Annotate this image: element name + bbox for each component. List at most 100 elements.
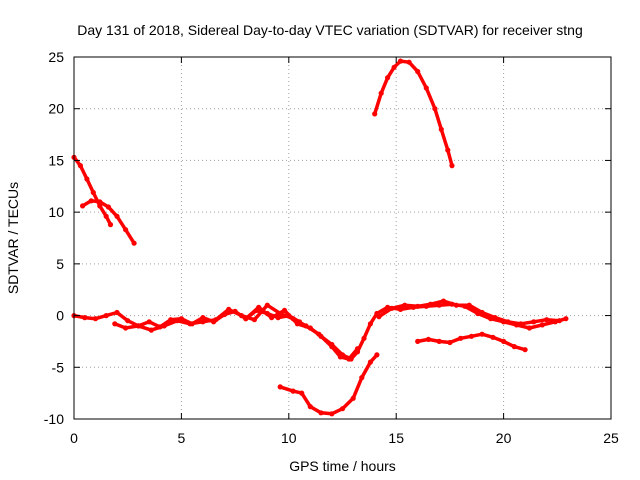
data-point xyxy=(200,319,206,325)
data-point xyxy=(367,321,373,327)
data-point xyxy=(103,213,109,219)
data-point xyxy=(135,323,141,329)
y-tick-label: 25 xyxy=(48,49,64,65)
series-arc-6 xyxy=(376,298,563,327)
data-point xyxy=(307,325,313,331)
y-tick-label: 0 xyxy=(56,308,64,324)
data-point xyxy=(256,304,262,310)
data-series xyxy=(71,58,569,417)
data-point xyxy=(97,199,103,205)
data-point xyxy=(269,315,275,321)
data-point xyxy=(397,58,404,64)
x-tick-label: 5 xyxy=(178,430,186,446)
data-point xyxy=(458,335,464,341)
data-point xyxy=(123,325,129,331)
data-point xyxy=(213,317,219,323)
data-point xyxy=(77,163,83,169)
data-point xyxy=(114,309,120,316)
data-point xyxy=(112,321,118,327)
data-point xyxy=(440,298,447,304)
data-point xyxy=(453,302,459,308)
data-point xyxy=(264,302,270,308)
data-point xyxy=(526,325,533,331)
data-point xyxy=(447,339,453,346)
data-point xyxy=(522,347,528,353)
data-point xyxy=(367,359,373,365)
data-point xyxy=(161,323,167,329)
data-point xyxy=(539,322,545,328)
data-point xyxy=(329,341,335,348)
axis-ticks: 0 5 10 15 20 25 -10 -5 0 5 10 15 20 25 xyxy=(44,49,619,446)
data-point xyxy=(479,309,485,316)
data-point xyxy=(415,338,421,344)
data-point xyxy=(402,302,408,308)
data-point xyxy=(243,316,249,322)
x-tick-label: 25 xyxy=(603,430,619,446)
x-tick-label: 15 xyxy=(388,430,404,446)
data-point xyxy=(378,90,384,96)
data-point xyxy=(251,317,257,323)
x-tick-label: 0 xyxy=(70,430,78,446)
plot-frame xyxy=(73,56,612,420)
data-point xyxy=(406,59,412,65)
data-point xyxy=(318,410,324,416)
series-arc-1 xyxy=(71,154,114,228)
data-point xyxy=(123,227,129,233)
data-point xyxy=(329,411,335,417)
data-point xyxy=(82,315,88,321)
data-point xyxy=(354,349,361,355)
data-point xyxy=(531,319,537,325)
data-point xyxy=(174,318,180,324)
data-point xyxy=(84,176,90,182)
data-point xyxy=(423,85,429,91)
data-point xyxy=(385,75,391,81)
data-point xyxy=(290,388,296,394)
data-point xyxy=(372,111,378,117)
data-point xyxy=(200,315,206,321)
chart-title: Day 131 of 2018, Sidereal Day-to-day VTE… xyxy=(77,22,583,38)
data-point xyxy=(505,319,511,325)
data-point xyxy=(415,303,421,309)
data-point xyxy=(146,319,152,325)
y-tick-label: 20 xyxy=(48,101,64,117)
series-line xyxy=(372,59,454,168)
data-point xyxy=(415,68,421,75)
data-point xyxy=(359,375,365,381)
data-point xyxy=(131,240,137,246)
data-point xyxy=(80,203,86,209)
data-point xyxy=(88,198,94,204)
data-point xyxy=(226,306,232,312)
data-point xyxy=(148,327,154,333)
data-point xyxy=(425,336,431,342)
data-point xyxy=(544,317,550,323)
data-point xyxy=(107,222,114,228)
x-tick-label: 20 xyxy=(496,430,512,446)
data-point xyxy=(432,106,438,112)
series-arc-2 xyxy=(80,198,137,246)
data-point xyxy=(374,352,380,358)
data-point xyxy=(518,321,524,327)
data-point xyxy=(361,335,367,341)
data-point xyxy=(294,321,300,327)
data-point xyxy=(438,126,444,132)
data-point xyxy=(376,314,382,320)
data-point xyxy=(92,316,99,322)
data-point xyxy=(348,356,354,362)
data-point xyxy=(428,301,434,307)
series-arc-7 xyxy=(277,352,380,417)
data-point xyxy=(299,390,305,396)
data-point xyxy=(391,64,397,70)
data-point xyxy=(449,163,455,169)
data-point xyxy=(490,334,496,340)
data-point xyxy=(556,318,563,324)
data-point xyxy=(277,384,283,390)
data-point xyxy=(468,333,474,339)
data-point xyxy=(466,302,472,308)
data-point xyxy=(105,204,111,210)
x-axis-label: GPS time / hours xyxy=(289,458,396,474)
data-point xyxy=(445,147,451,153)
data-point xyxy=(238,313,245,319)
data-point xyxy=(511,344,517,350)
